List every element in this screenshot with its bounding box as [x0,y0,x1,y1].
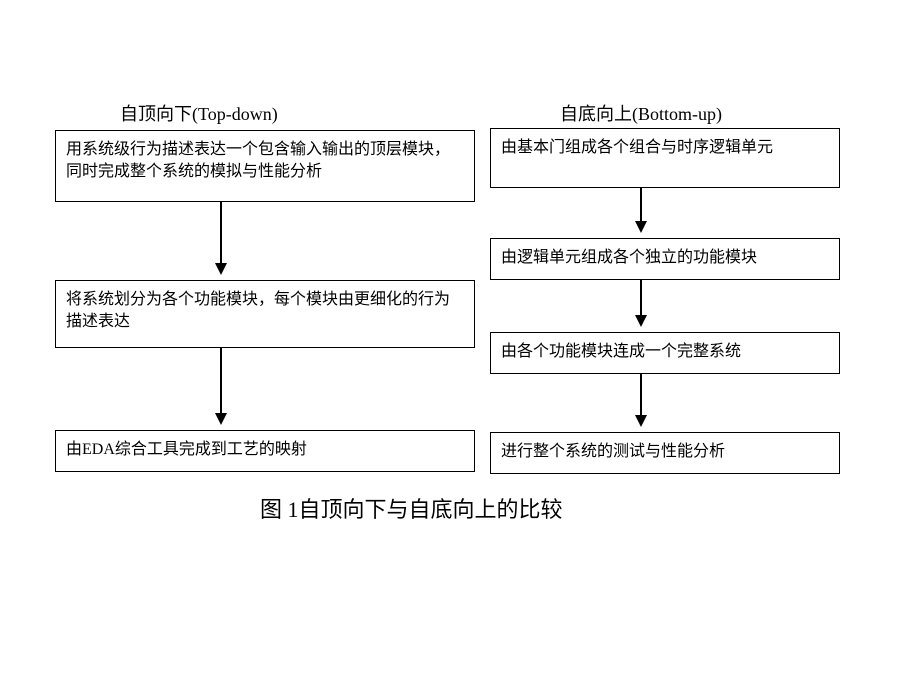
left-box-2: 将系统划分为各个功能模块，每个模块由更细化的行为描述表达 [55,280,475,348]
left-arrow-1-head [215,263,227,275]
left-column-title: 自顶向下(Top-down) [120,100,278,126]
right-arrow-1-head [635,221,647,233]
right-arrow-3-head [635,415,647,427]
left-arrow-2-head [215,413,227,425]
right-box-1: 由基本门组成各个组合与时序逻辑单元 [490,128,840,188]
left-arrow-2-line [220,348,222,413]
right-box-3: 由各个功能模块连成一个完整系统 [490,332,840,374]
right-box-2: 由逻辑单元组成各个独立的功能模块 [490,238,840,280]
figure-caption: 图 1自顶向下与自底向上的比较 [260,492,563,524]
right-arrow-2-head [635,315,647,327]
right-box-4: 进行整个系统的测试与性能分析 [490,432,840,474]
left-box-1: 用系统级行为描述表达一个包含输入输出的顶层模块，同时完成整个系统的模拟与性能分析 [55,130,475,202]
right-arrow-1-line [640,188,642,221]
left-box-3: 由EDA综合工具完成到工艺的映射 [55,430,475,472]
right-arrow-3-line [640,374,642,415]
right-column-title: 自底向上(Bottom-up) [560,100,722,126]
right-arrow-2-line [640,280,642,315]
left-arrow-1-line [220,202,222,263]
